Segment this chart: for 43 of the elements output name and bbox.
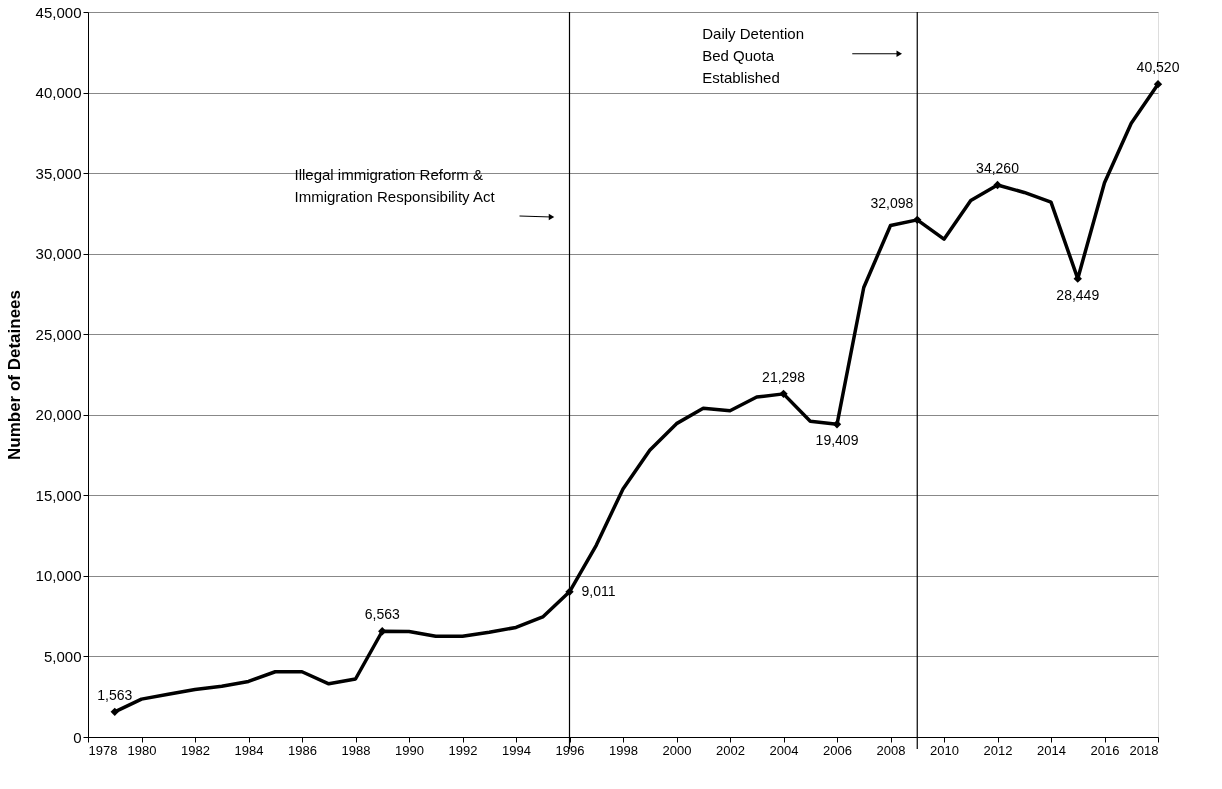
x-tick-label: 2006	[823, 742, 852, 758]
y-tick-label: 10,000	[35, 567, 82, 585]
data-label: 28,449	[1056, 286, 1100, 303]
x-tick-label: 1980	[127, 742, 157, 758]
x-tick-label: 2016	[1090, 742, 1120, 758]
y-tick-label: 40,000	[35, 84, 82, 102]
data-label: 1,563	[97, 686, 133, 703]
data-label: 6,563	[364, 606, 400, 623]
y-axis-title: Number of Detainees	[4, 289, 24, 461]
x-tick-label: 2012	[983, 742, 1013, 758]
x-tick-label: 2018	[1129, 742, 1159, 758]
annotation: Illegal immigration Reform & Immigration Responsibility Act	[294, 165, 496, 205]
x-tick-label: 1986	[288, 742, 317, 758]
data-label: 40,520	[1136, 59, 1180, 76]
annotation: Daily Detention Bed Quota Established	[702, 24, 804, 86]
x-tick-label: 1988	[341, 742, 371, 758]
y-tick-label: 20,000	[35, 406, 82, 424]
y-tick-label: 25,000	[35, 325, 82, 343]
data-label: 34,260	[976, 160, 1020, 177]
data-label: 19,409	[815, 432, 859, 449]
y-tick-label: 5,000	[43, 647, 82, 665]
data-label: 9,011	[581, 582, 616, 599]
data-label: 32,098	[870, 194, 914, 211]
x-tick-label: 1994	[502, 742, 531, 758]
x-tick-label: 2002	[716, 742, 745, 758]
y-tick-label: 35,000	[35, 164, 82, 182]
x-tick-label: 1982	[181, 742, 210, 758]
x-tick-label: 1998	[609, 742, 638, 758]
x-tick-label: 1984	[234, 742, 264, 758]
x-tick-label: 1978	[88, 742, 118, 758]
x-tick-label: 1996	[555, 742, 585, 758]
y-tick-label: 15,000	[35, 486, 82, 504]
y-tick-label: 0	[73, 728, 82, 746]
x-tick-label: 2014	[1037, 742, 1066, 758]
x-tick-label: 1992	[448, 742, 478, 758]
y-tick-label: 30,000	[35, 245, 82, 263]
x-tick-label: 1990	[395, 742, 424, 758]
y-tick-label: 45,000	[35, 3, 82, 21]
x-tick-label: 2000	[662, 742, 692, 758]
x-tick-label: 2004	[769, 742, 799, 758]
data-label: 21,298	[762, 368, 806, 385]
x-tick-label: 2008	[876, 742, 906, 758]
x-tick-label: 2010	[930, 742, 959, 758]
